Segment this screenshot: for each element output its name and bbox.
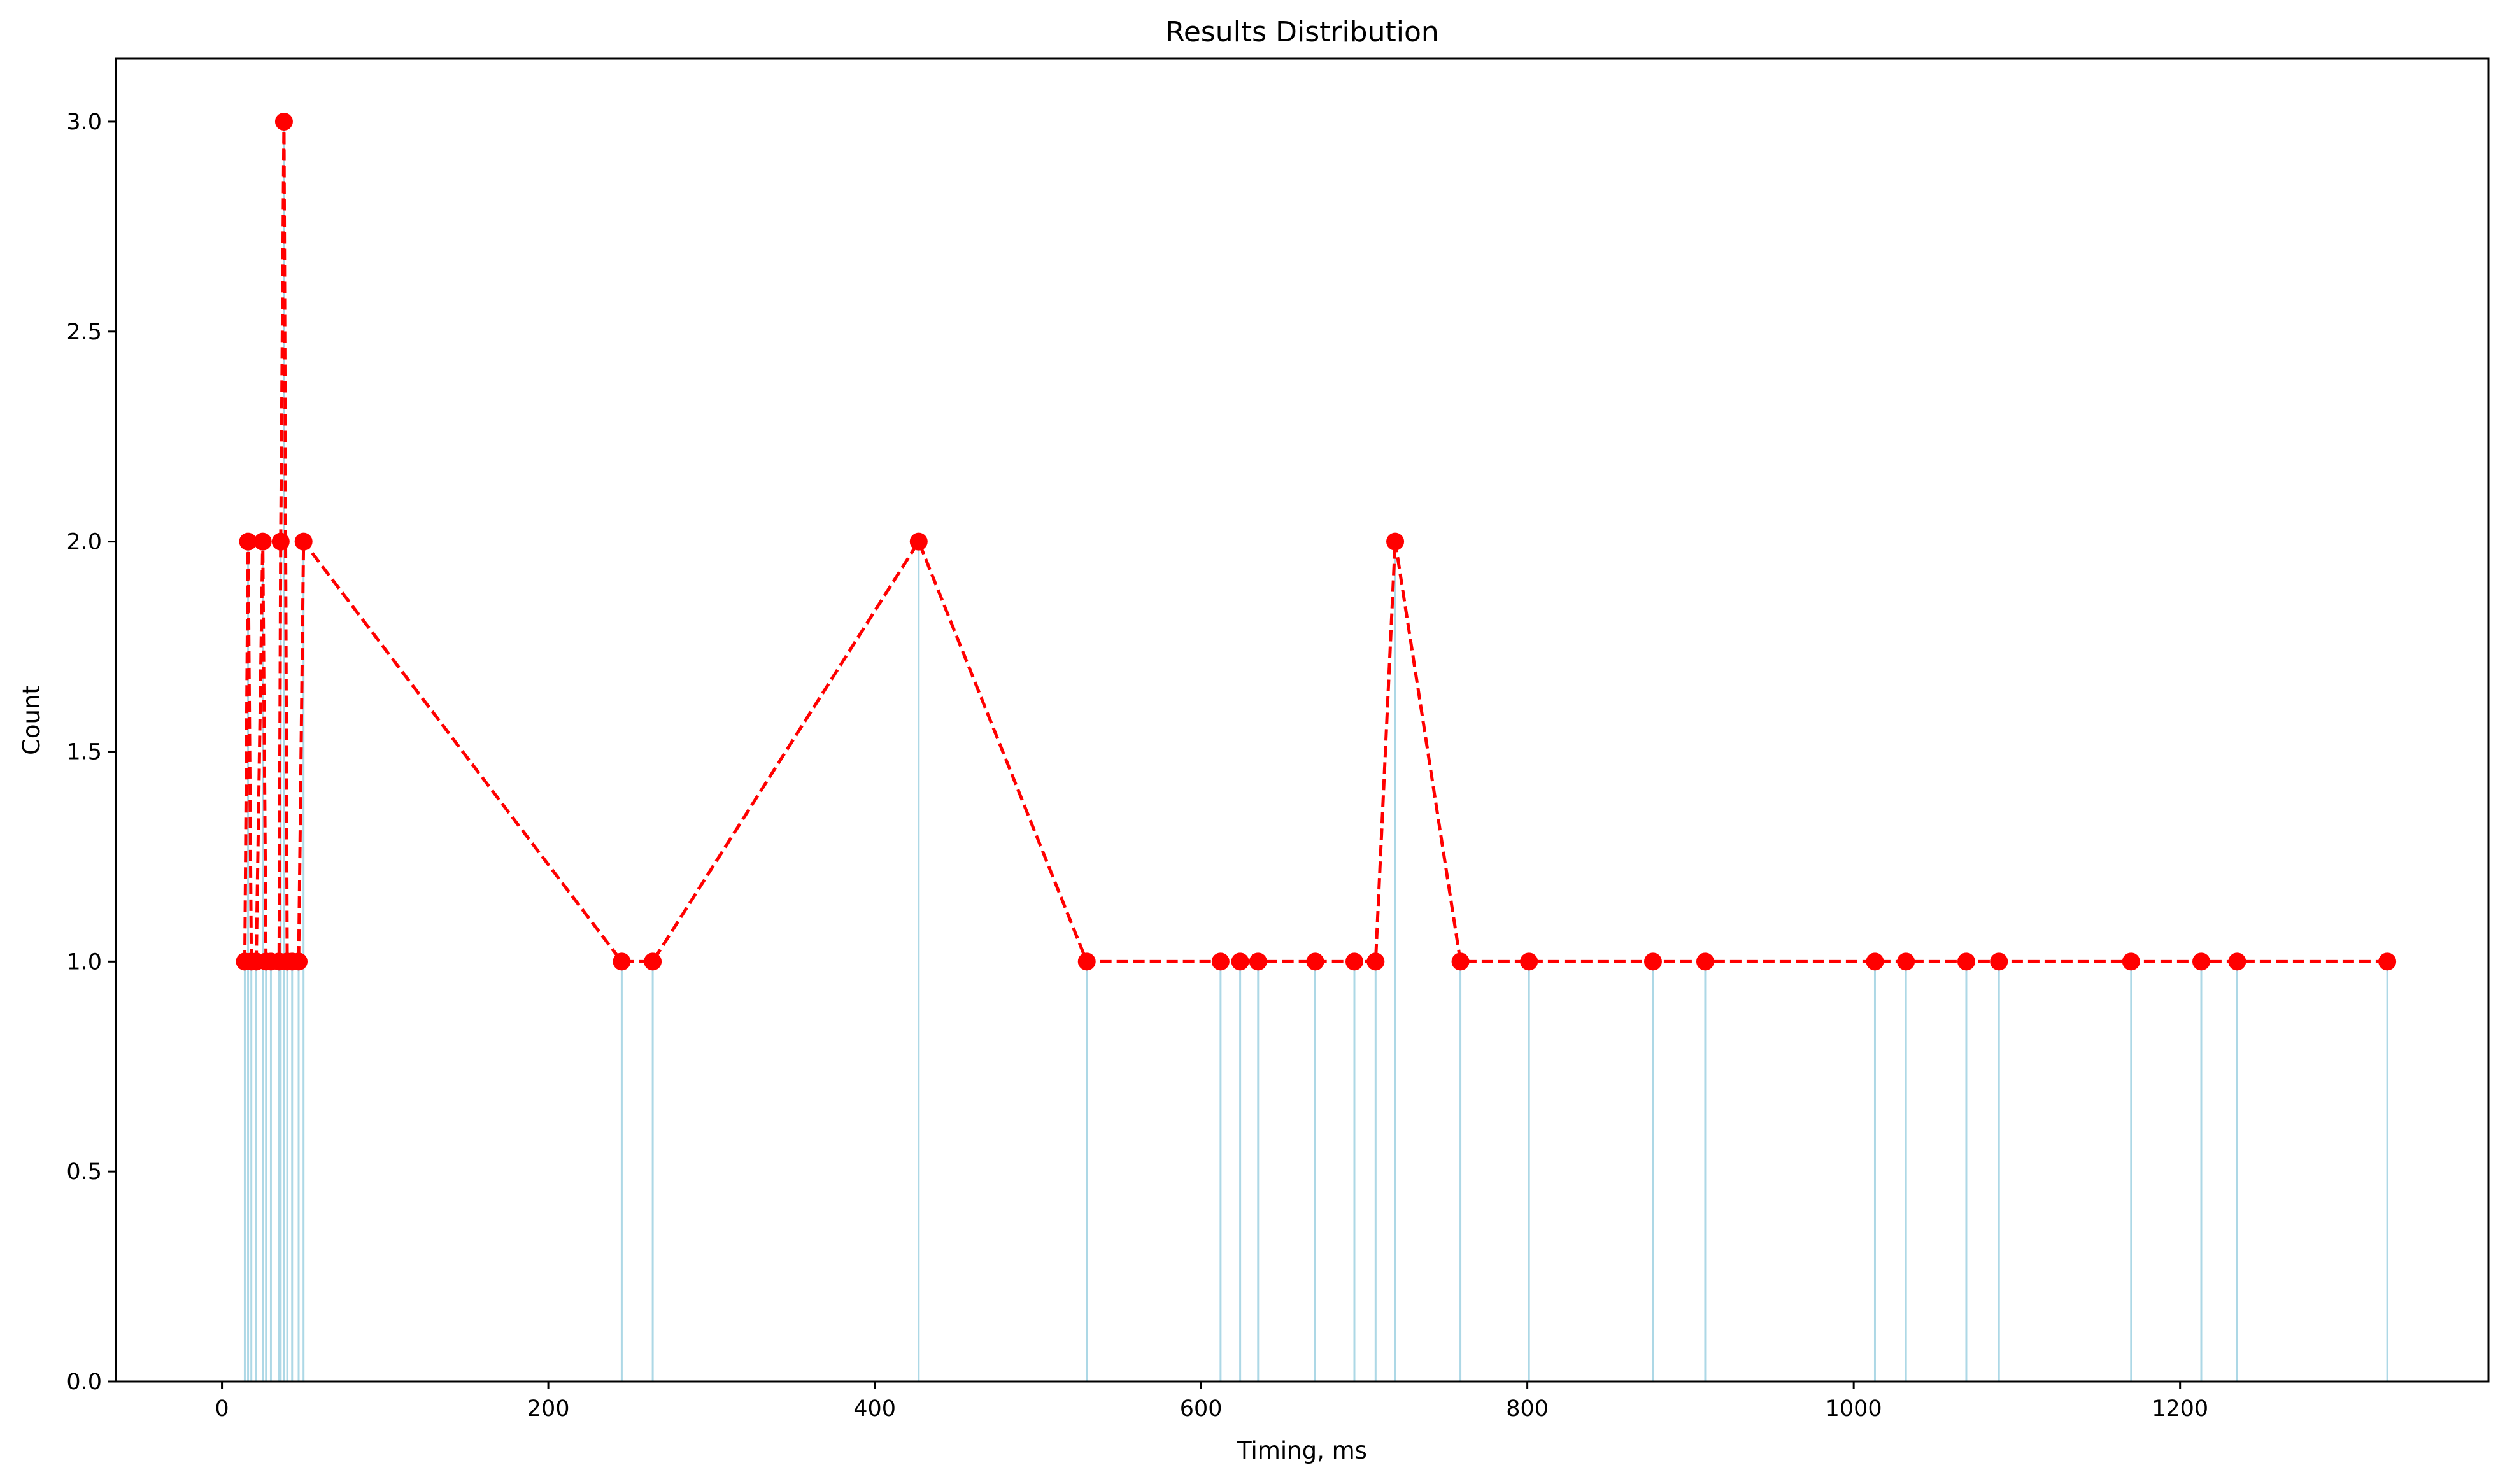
markers-layer bbox=[236, 112, 2397, 971]
data-point bbox=[613, 952, 631, 971]
x-tick-label: 0 bbox=[215, 1396, 229, 1422]
data-point bbox=[1520, 952, 1538, 971]
y-tick-label: 1.0 bbox=[66, 949, 102, 975]
data-point bbox=[1643, 952, 1662, 971]
data-point bbox=[1866, 952, 1884, 971]
x-tick-label: 1200 bbox=[2152, 1396, 2208, 1422]
data-point bbox=[1211, 952, 1230, 971]
x-tick-label: 400 bbox=[853, 1396, 896, 1422]
plot-frame bbox=[115, 57, 2490, 1383]
y-tick-label: 2.5 bbox=[66, 320, 102, 345]
y-tick-label: 0.5 bbox=[66, 1159, 102, 1185]
chart-title: Results Distribution bbox=[1165, 16, 1439, 48]
data-point bbox=[1957, 952, 1975, 971]
data-point bbox=[1306, 952, 1324, 971]
y-tick-label: 0.0 bbox=[66, 1369, 102, 1395]
data-point bbox=[1231, 952, 1249, 971]
data-point bbox=[2228, 952, 2246, 971]
y-tick-label: 1.5 bbox=[66, 739, 102, 765]
data-point bbox=[1897, 952, 1915, 971]
data-point bbox=[909, 532, 928, 551]
data-point bbox=[294, 532, 313, 551]
x-tick-label: 1000 bbox=[1826, 1396, 1882, 1422]
data-point bbox=[253, 532, 272, 551]
data-point bbox=[1386, 532, 1405, 551]
data-point bbox=[1366, 952, 1385, 971]
data-point bbox=[1990, 952, 2008, 971]
data-point bbox=[2192, 952, 2210, 971]
data-point bbox=[290, 952, 308, 971]
data-point bbox=[274, 112, 293, 131]
x-axis-title: Timing, ms bbox=[1237, 1437, 1367, 1464]
y-tick-label: 3.0 bbox=[66, 110, 102, 135]
data-point bbox=[239, 532, 257, 551]
y-axis-ticks: 0.0 0.5 1.0 1.5 2.0 2.5 3.0 bbox=[66, 110, 116, 1395]
y-axis-title: Count bbox=[18, 685, 45, 755]
data-point bbox=[2122, 952, 2140, 971]
data-point bbox=[1696, 952, 1714, 971]
x-tick-label: 600 bbox=[1180, 1396, 1223, 1422]
data-point bbox=[1077, 952, 1096, 971]
data-point bbox=[2378, 952, 2397, 971]
data-point bbox=[644, 952, 662, 971]
data-point bbox=[1451, 952, 1470, 971]
data-point bbox=[271, 532, 290, 551]
data-point bbox=[1249, 952, 1267, 971]
data-point bbox=[1345, 952, 1364, 971]
x-tick-label: 800 bbox=[1506, 1396, 1549, 1422]
x-tick-label: 200 bbox=[527, 1396, 570, 1422]
y-tick-label: 2.0 bbox=[66, 530, 102, 555]
x-axis-ticks: 0 200 400 600 800 1000 1200 bbox=[215, 1382, 2208, 1422]
